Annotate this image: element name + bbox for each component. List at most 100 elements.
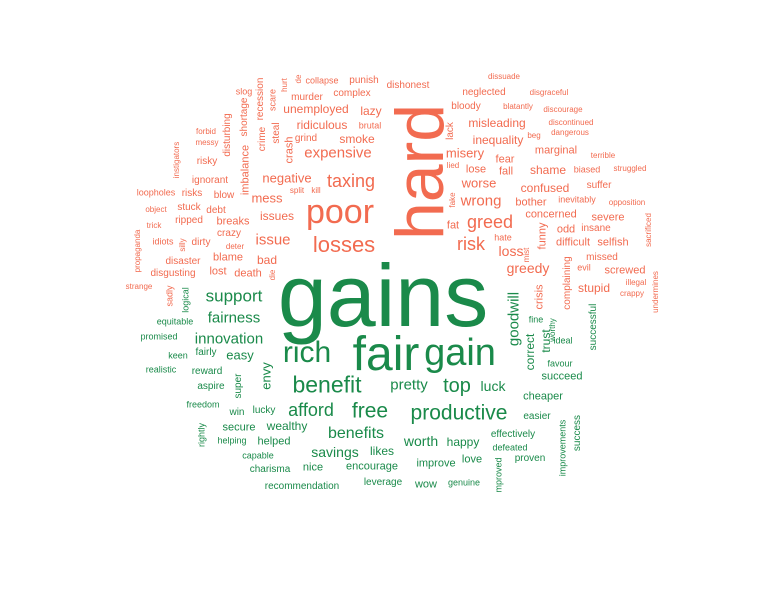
word-trick: trick (146, 221, 162, 230)
word-propaganda: propaganda (133, 229, 142, 273)
word-successful: successful (588, 303, 599, 351)
word-hard: hard (382, 103, 458, 241)
word-evil: evil (577, 262, 591, 273)
word-losses: losses (312, 232, 376, 257)
word-concerned: concerned (525, 208, 577, 221)
word-loss: loss (498, 243, 524, 259)
word-favour: favour (547, 358, 573, 369)
word-slog: slog (235, 86, 253, 97)
word-mist: mist (522, 247, 531, 263)
word-risks: risks (181, 188, 203, 199)
word-happy: happy (446, 435, 480, 449)
word-punish: punish (349, 75, 379, 86)
word-promised: promised (140, 331, 178, 342)
word-split: split (289, 186, 305, 195)
word-insane: insane (581, 223, 611, 234)
word-discourage: discourage (543, 105, 583, 114)
word-selfish: selfish (597, 236, 629, 249)
word-issue: issue (255, 231, 291, 249)
word-dishonest: dishonest (386, 80, 430, 91)
word-confused: confused (520, 181, 570, 195)
word-freedom: freedom (186, 399, 220, 410)
word-greedy: greedy (506, 260, 550, 276)
word-screwed: screwed (604, 264, 646, 277)
word-marginal: marginal (534, 144, 578, 157)
word-wealthy: wealthy (266, 419, 308, 433)
word-instigators: instigators (172, 141, 181, 179)
word-recommendation: recommendation (264, 481, 340, 492)
word-fat: fat (446, 219, 460, 232)
word-greed: greed (466, 212, 514, 232)
word-negative: negative (262, 170, 312, 186)
word-win: win (229, 407, 245, 418)
word-defeated: defeated (492, 442, 528, 453)
word-beg: beg (527, 131, 541, 140)
word-biased: biased (573, 164, 601, 175)
word-helped: helped (257, 435, 291, 448)
word-issues: issues (259, 209, 295, 223)
word-top: top (443, 375, 471, 397)
word-fair: fair (352, 328, 420, 381)
word-lucky: lucky (252, 405, 276, 416)
word-love: love (461, 453, 483, 466)
word-kill: kill (311, 186, 321, 195)
word-genuine: genuine (447, 477, 481, 488)
word-crisis: crisis (533, 284, 546, 310)
word-lied: lied (446, 161, 460, 170)
word-grind: grind (294, 133, 318, 144)
word-ridiculous: ridiculous (296, 118, 348, 132)
word-trust: trust (539, 329, 553, 353)
word-charisma: charisma (249, 464, 291, 475)
word-forbid: forbid (195, 127, 217, 136)
word-capable: capable (242, 450, 274, 461)
word-risk: risk (457, 234, 485, 254)
word-die: die (268, 269, 277, 281)
word-poor: poor (305, 193, 375, 231)
word-disaster: disaster (165, 256, 201, 267)
word-improvements: improvements (557, 419, 568, 477)
word-fairly: fairly (195, 347, 217, 358)
word-brutal: brutal (358, 120, 382, 131)
word-hate: hate (494, 232, 512, 243)
word-risky: risky (196, 156, 218, 167)
word-smoke: smoke (339, 132, 375, 146)
word-nice: nice (302, 461, 324, 474)
word-misery: misery (445, 145, 485, 161)
word-ignorant: ignorant (191, 175, 229, 186)
word-deter: deter (225, 242, 245, 251)
word-envy: envy (258, 362, 274, 390)
word-correct: correct (523, 333, 537, 371)
word-fear: fear (495, 153, 515, 166)
word-crash: crash (283, 136, 296, 164)
word-inequality: inequality (472, 133, 524, 147)
word-easier: easier (523, 411, 551, 422)
word-gain: gain (424, 332, 496, 374)
word-opposition: opposition (608, 198, 646, 207)
word-undermines: undermines (651, 271, 660, 313)
word-silly: silly (178, 238, 187, 252)
word-savings: savings (311, 444, 359, 460)
word-disgusting: disgusting (150, 268, 196, 279)
word-realistic: realistic (145, 364, 177, 375)
word-pretty: pretty (390, 376, 428, 394)
word-shame: shame (529, 163, 567, 177)
word-stupid: stupid (577, 281, 611, 295)
word-bloody: bloody (451, 101, 481, 112)
word-taxing: taxing (326, 171, 376, 191)
word-struggled: struggled (613, 164, 647, 173)
word-breaks: breaks (216, 215, 250, 228)
word-dangerous: dangerous (551, 128, 589, 137)
word-easy: easy (226, 347, 254, 363)
word-lost: lost (209, 265, 227, 278)
word-odd: odd (556, 223, 576, 236)
word-proven: proven (514, 453, 546, 464)
word-crazy: crazy (217, 228, 241, 239)
word-blame: blame (213, 251, 243, 264)
word-blow: blow (213, 190, 235, 201)
word-disgraceful: disgraceful (529, 88, 569, 97)
word-stuck: stuck (177, 202, 201, 213)
word-complaining: complaining (562, 256, 573, 310)
word-sadly: sadly (164, 285, 175, 307)
word-de: de (294, 74, 303, 84)
